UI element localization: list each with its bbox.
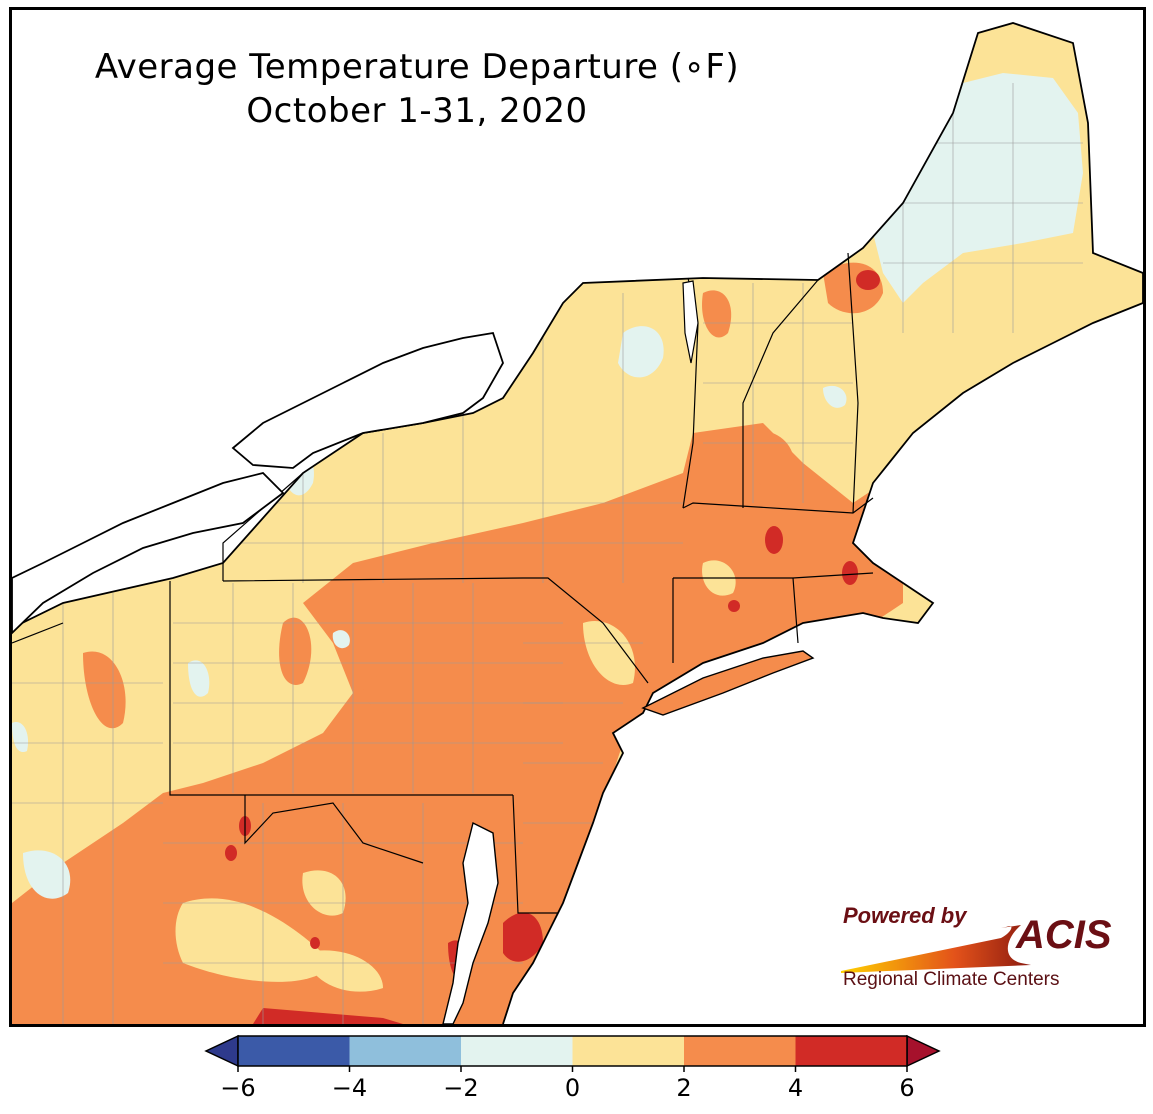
acis-swoosh-icon (841, 925, 1031, 973)
map-title: Average Temperature Departure (∘F) (94, 47, 740, 87)
acis-logo: Powered by ACIS Regional Climate Centers (831, 903, 1121, 998)
colorbar-legend: −6 −4 −2 0 2 4 6 (200, 1030, 950, 1110)
chesapeake-bay (442, 821, 499, 1024)
anomaly-0-to-2-islands (175, 560, 736, 992)
colorbar-under-arrow (204, 1034, 239, 1068)
logo-regional-climate-centers: Regional Climate Centers (843, 969, 1060, 990)
long-island (641, 650, 815, 716)
colorbar-bin (461, 1036, 573, 1066)
county-boundaries (12, 83, 1083, 1024)
colorbar-tick-label: 2 (676, 1074, 691, 1102)
colorbar-tick-label: 0 (565, 1074, 580, 1102)
colorbar-tick-label: −6 (220, 1074, 255, 1102)
map-subtitle-date: October 1-31, 2020 (246, 91, 588, 131)
colorbar-bin (238, 1036, 350, 1066)
colorbar-bin (684, 1036, 796, 1066)
colorbar-tick-label: −4 (332, 1074, 367, 1102)
logo-acis: ACIS (1016, 913, 1112, 957)
colorbar-bin (795, 1036, 907, 1066)
colorbar-over-arrow (906, 1034, 941, 1068)
lake-champlain (682, 280, 699, 364)
coastline (12, 22, 1143, 1024)
logo-powered-by: Powered by (843, 903, 967, 928)
colorbar-tick-label: −2 (443, 1074, 478, 1102)
temperature-departure-map (12, 22, 1143, 1024)
colorbar-tick-label: 6 (899, 1074, 914, 1102)
lake-ontario (231, 331, 504, 469)
colorbar-tick-label: 4 (788, 1074, 803, 1102)
colorbar-graphic: −6 −4 −2 0 2 4 6 (204, 1034, 941, 1102)
colorbar-bin (572, 1036, 684, 1066)
map-frame: Average Temperature Departure (∘F) Octob… (9, 7, 1146, 1027)
lake-erie (12, 472, 285, 635)
colorbar-bin (349, 1036, 461, 1066)
state-boundaries (12, 252, 874, 914)
